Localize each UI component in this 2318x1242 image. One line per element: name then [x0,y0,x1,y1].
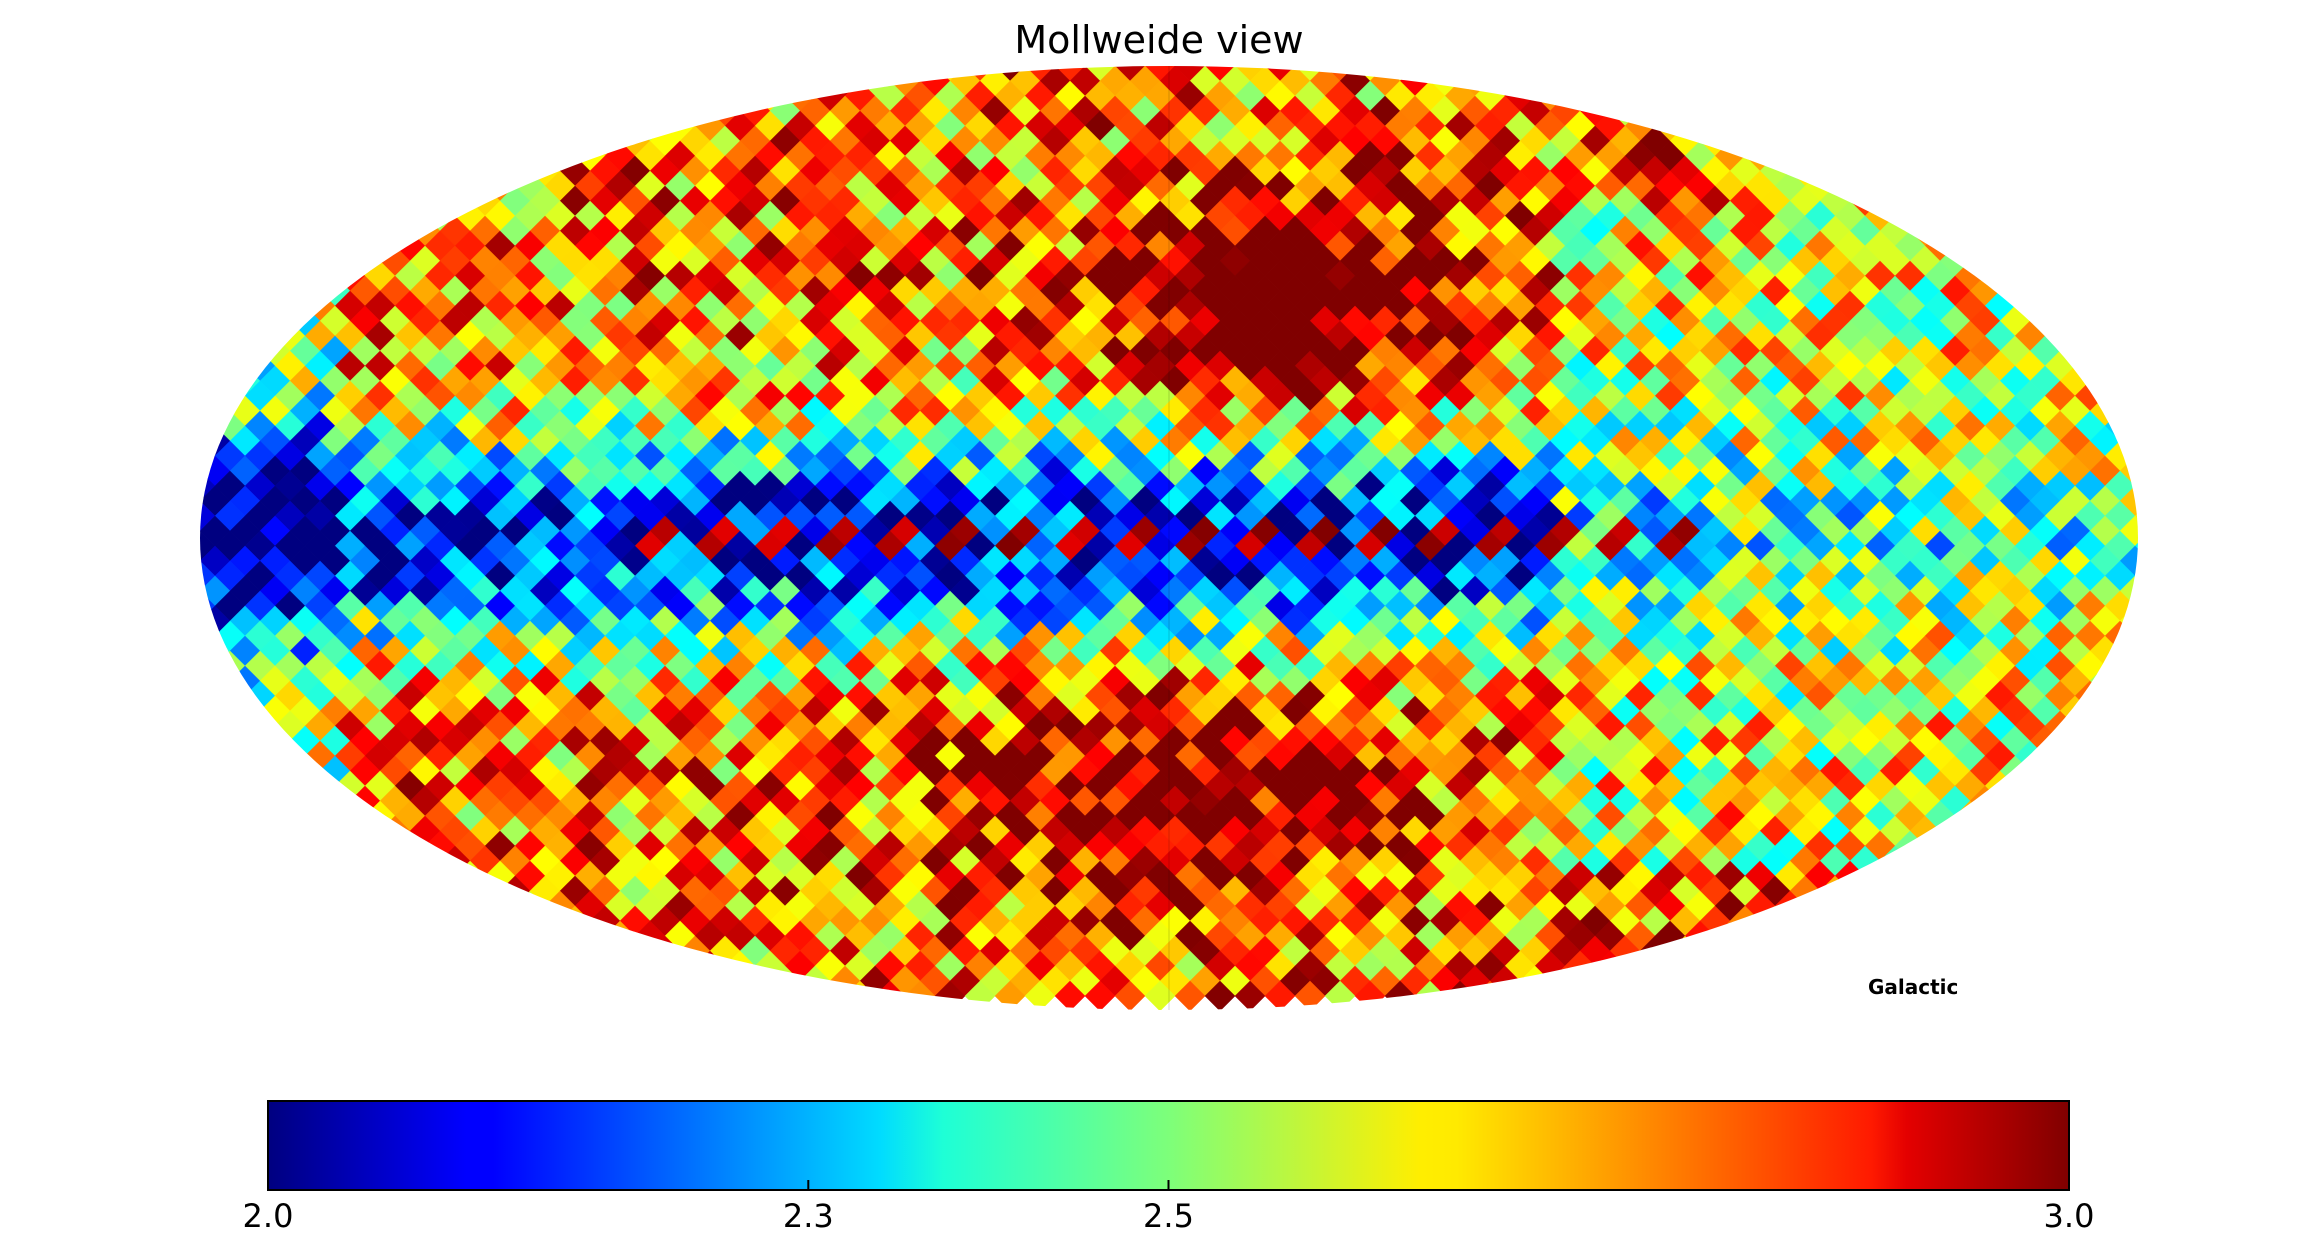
colorbar-tick-label: 2.0 [243,1197,294,1235]
colorbar-tick-label: 2.3 [783,1197,834,1235]
chart-title: Mollweide view [1014,18,1304,62]
colorbar-tick-label: 2.5 [1143,1197,1194,1235]
colorbar-tick-label: 3.0 [2044,1197,2095,1235]
colorbar-gradient [267,1100,2070,1191]
